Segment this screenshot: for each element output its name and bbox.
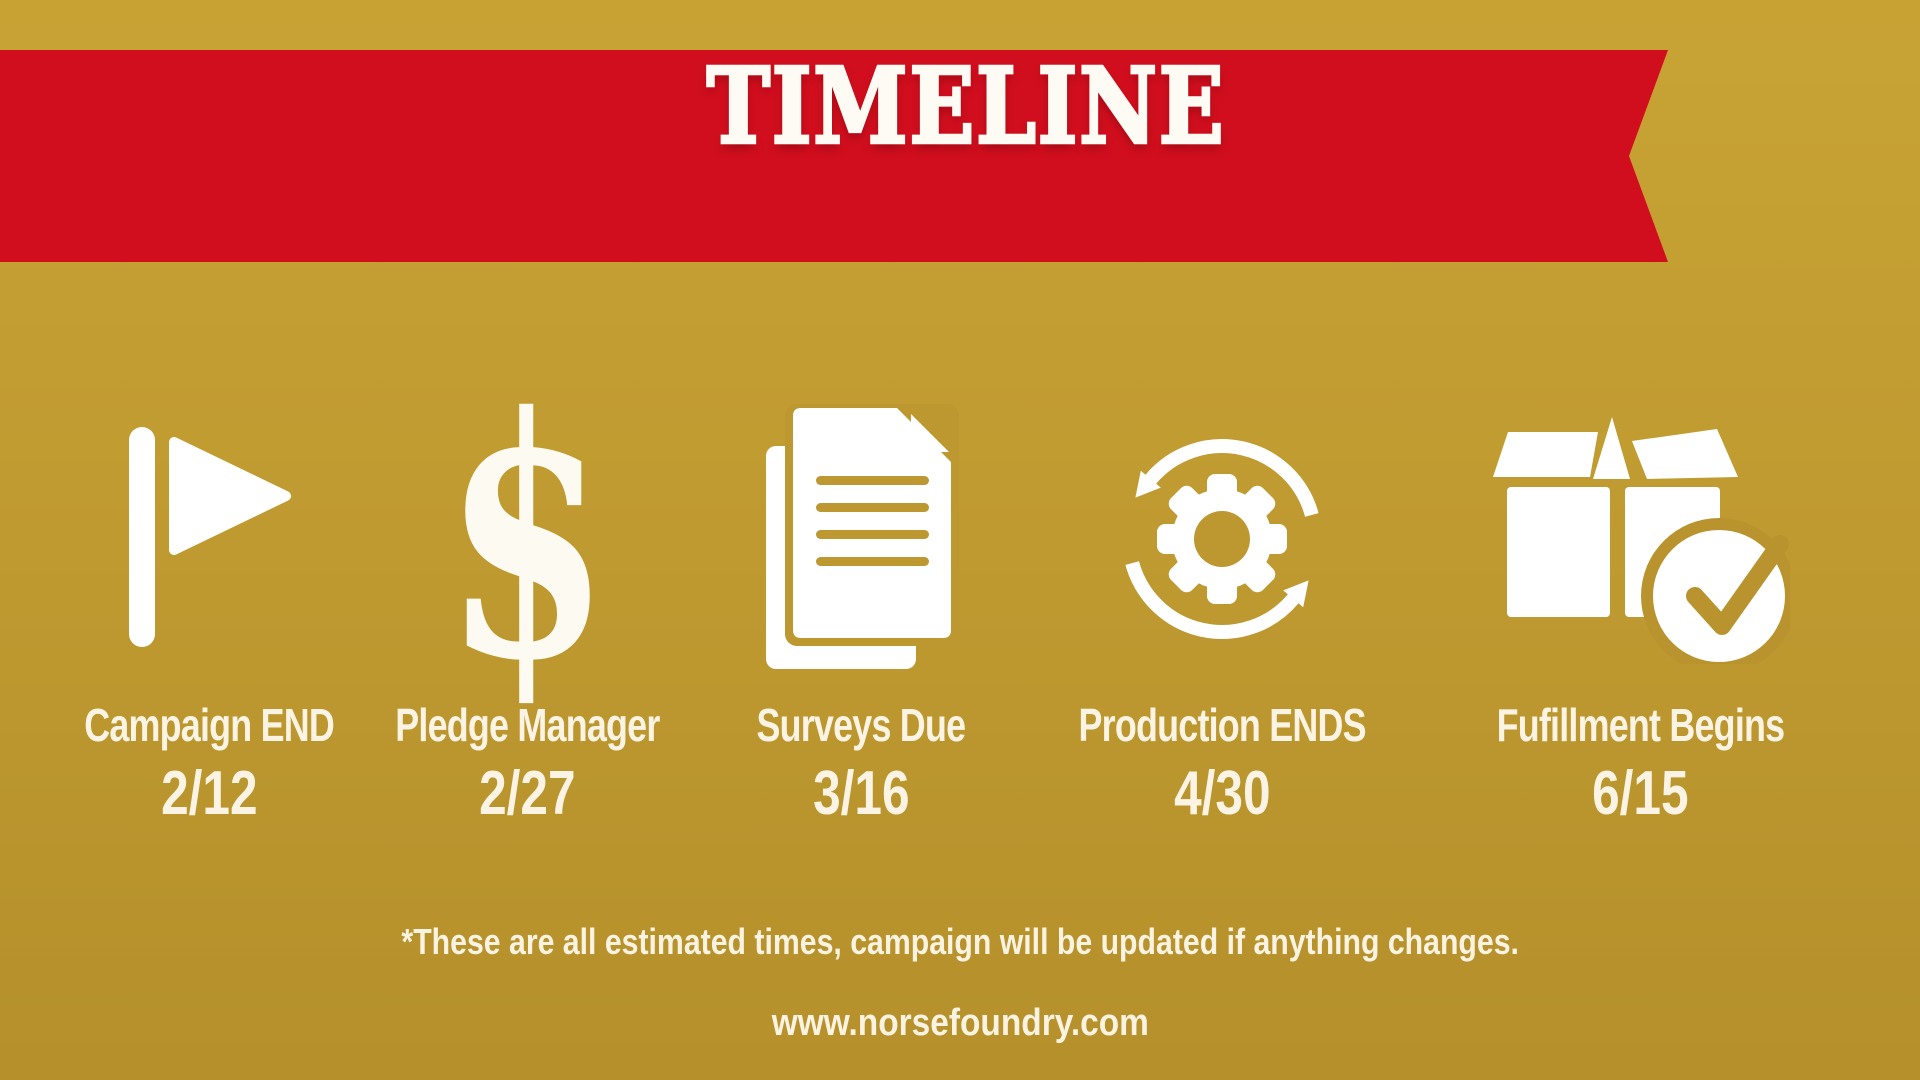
milestone-campaign-end: Campaign END 2/12 — [0, 403, 469, 827]
milestone-date: 4/30 — [1173, 759, 1271, 828]
production-cycle-icon — [962, 403, 1482, 675]
milestone-date: 2/27 — [478, 759, 576, 828]
website-url: www.norsefoundry.com — [0, 1000, 1920, 1046]
milestone-surveys-due: Surveys Due 3/16 — [601, 403, 1121, 827]
milestone-label: Surveys Due — [756, 699, 967, 751]
flag-icon — [0, 403, 469, 675]
documents-icon — [601, 403, 1121, 675]
website-url-text: www.norsefoundry.com — [771, 1002, 1149, 1044]
shipping-box-check-icon — [1380, 403, 1900, 675]
footnote: *These are all estimated times, campaign… — [0, 920, 1920, 964]
milestone-label: Production ENDS — [1078, 699, 1366, 751]
milestone-label: Campaign END — [84, 699, 335, 751]
page-title: TIMELINE — [705, 43, 1226, 170]
milestone-date: 2/12 — [160, 759, 258, 828]
milestone-production-ends: Production ENDS 4/30 — [962, 403, 1482, 827]
milestone-label: Pledge Manager — [394, 699, 660, 751]
milestone-pledge-manager: $ Pledge Manager 2/27 — [267, 345, 787, 828]
title-ribbon-banner — [0, 50, 1668, 262]
milestone-fulfillment-begins: Fufillment Begins 6/15 — [1380, 403, 1900, 827]
dollar-sign-icon: $ — [444, 345, 610, 733]
milestone-date: 6/15 — [1591, 759, 1689, 828]
milestone-label: Fufillment Begins — [1496, 699, 1785, 751]
footnote-text: *These are all estimated times, campaign… — [401, 921, 1519, 962]
milestone-date: 3/16 — [812, 759, 910, 828]
